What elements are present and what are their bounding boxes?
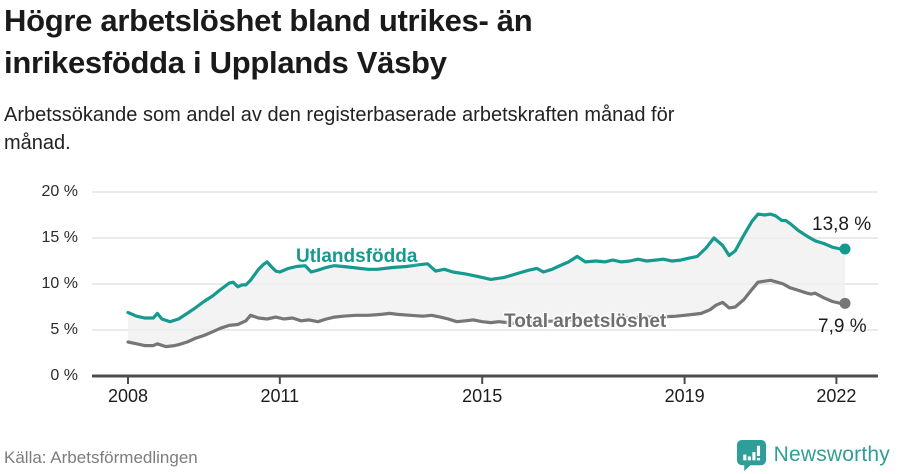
chart-title: Högre arbetslöshet bland utrikes- än inri… bbox=[4, 0, 533, 84]
y-tick-label-0: 0 % bbox=[50, 367, 78, 384]
series-label-total: Total arbetslöshet bbox=[504, 311, 667, 332]
chart-subtitle: Arbetssökande som andel av den registerb… bbox=[4, 101, 674, 157]
y-tick-label-10: 10 % bbox=[41, 275, 78, 292]
source-note: Källa: Arbetsförmedlingen bbox=[4, 448, 198, 467]
x-tick-label-2019: 2019 bbox=[664, 386, 705, 406]
series-label-utlandsfodda: Utlandsfödda bbox=[296, 246, 418, 267]
end-dot-0 bbox=[839, 243, 851, 255]
title-line-1: Högre arbetslöshet bland utrikes- än bbox=[4, 3, 533, 38]
series-line-0 bbox=[126, 212, 847, 324]
newsworthy-wordmark: Newsworthy bbox=[773, 443, 890, 466]
y-tick-label-15: 15 % bbox=[41, 229, 78, 246]
end-value-utlandsfodda: 13,8 % bbox=[812, 214, 872, 235]
newsworthy-logo: Newsworthy bbox=[736, 438, 890, 472]
x-tick-label-2022: 2022 bbox=[816, 386, 857, 406]
x-tick-label-2008: 2008 bbox=[107, 386, 149, 406]
end-dot-1 bbox=[839, 297, 851, 309]
x-tick-label-2015: 2015 bbox=[462, 386, 503, 406]
subtitle-line-1: Arbetssökande som andel av den registerb… bbox=[4, 104, 675, 126]
gap-band bbox=[128, 214, 845, 347]
newsworthy-icon bbox=[736, 439, 766, 471]
x-tick-label-2011: 2011 bbox=[260, 386, 300, 406]
y-tick-label-20: 20 % bbox=[41, 183, 78, 200]
y-tick-label-5: 5 % bbox=[50, 321, 78, 338]
series-line-1 bbox=[126, 278, 847, 349]
end-value-total: 7,9 % bbox=[818, 316, 867, 337]
title-line-2: inrikesfödda i Upplands Väsby bbox=[4, 45, 447, 80]
subtitle-line-2: månad. bbox=[4, 132, 71, 154]
